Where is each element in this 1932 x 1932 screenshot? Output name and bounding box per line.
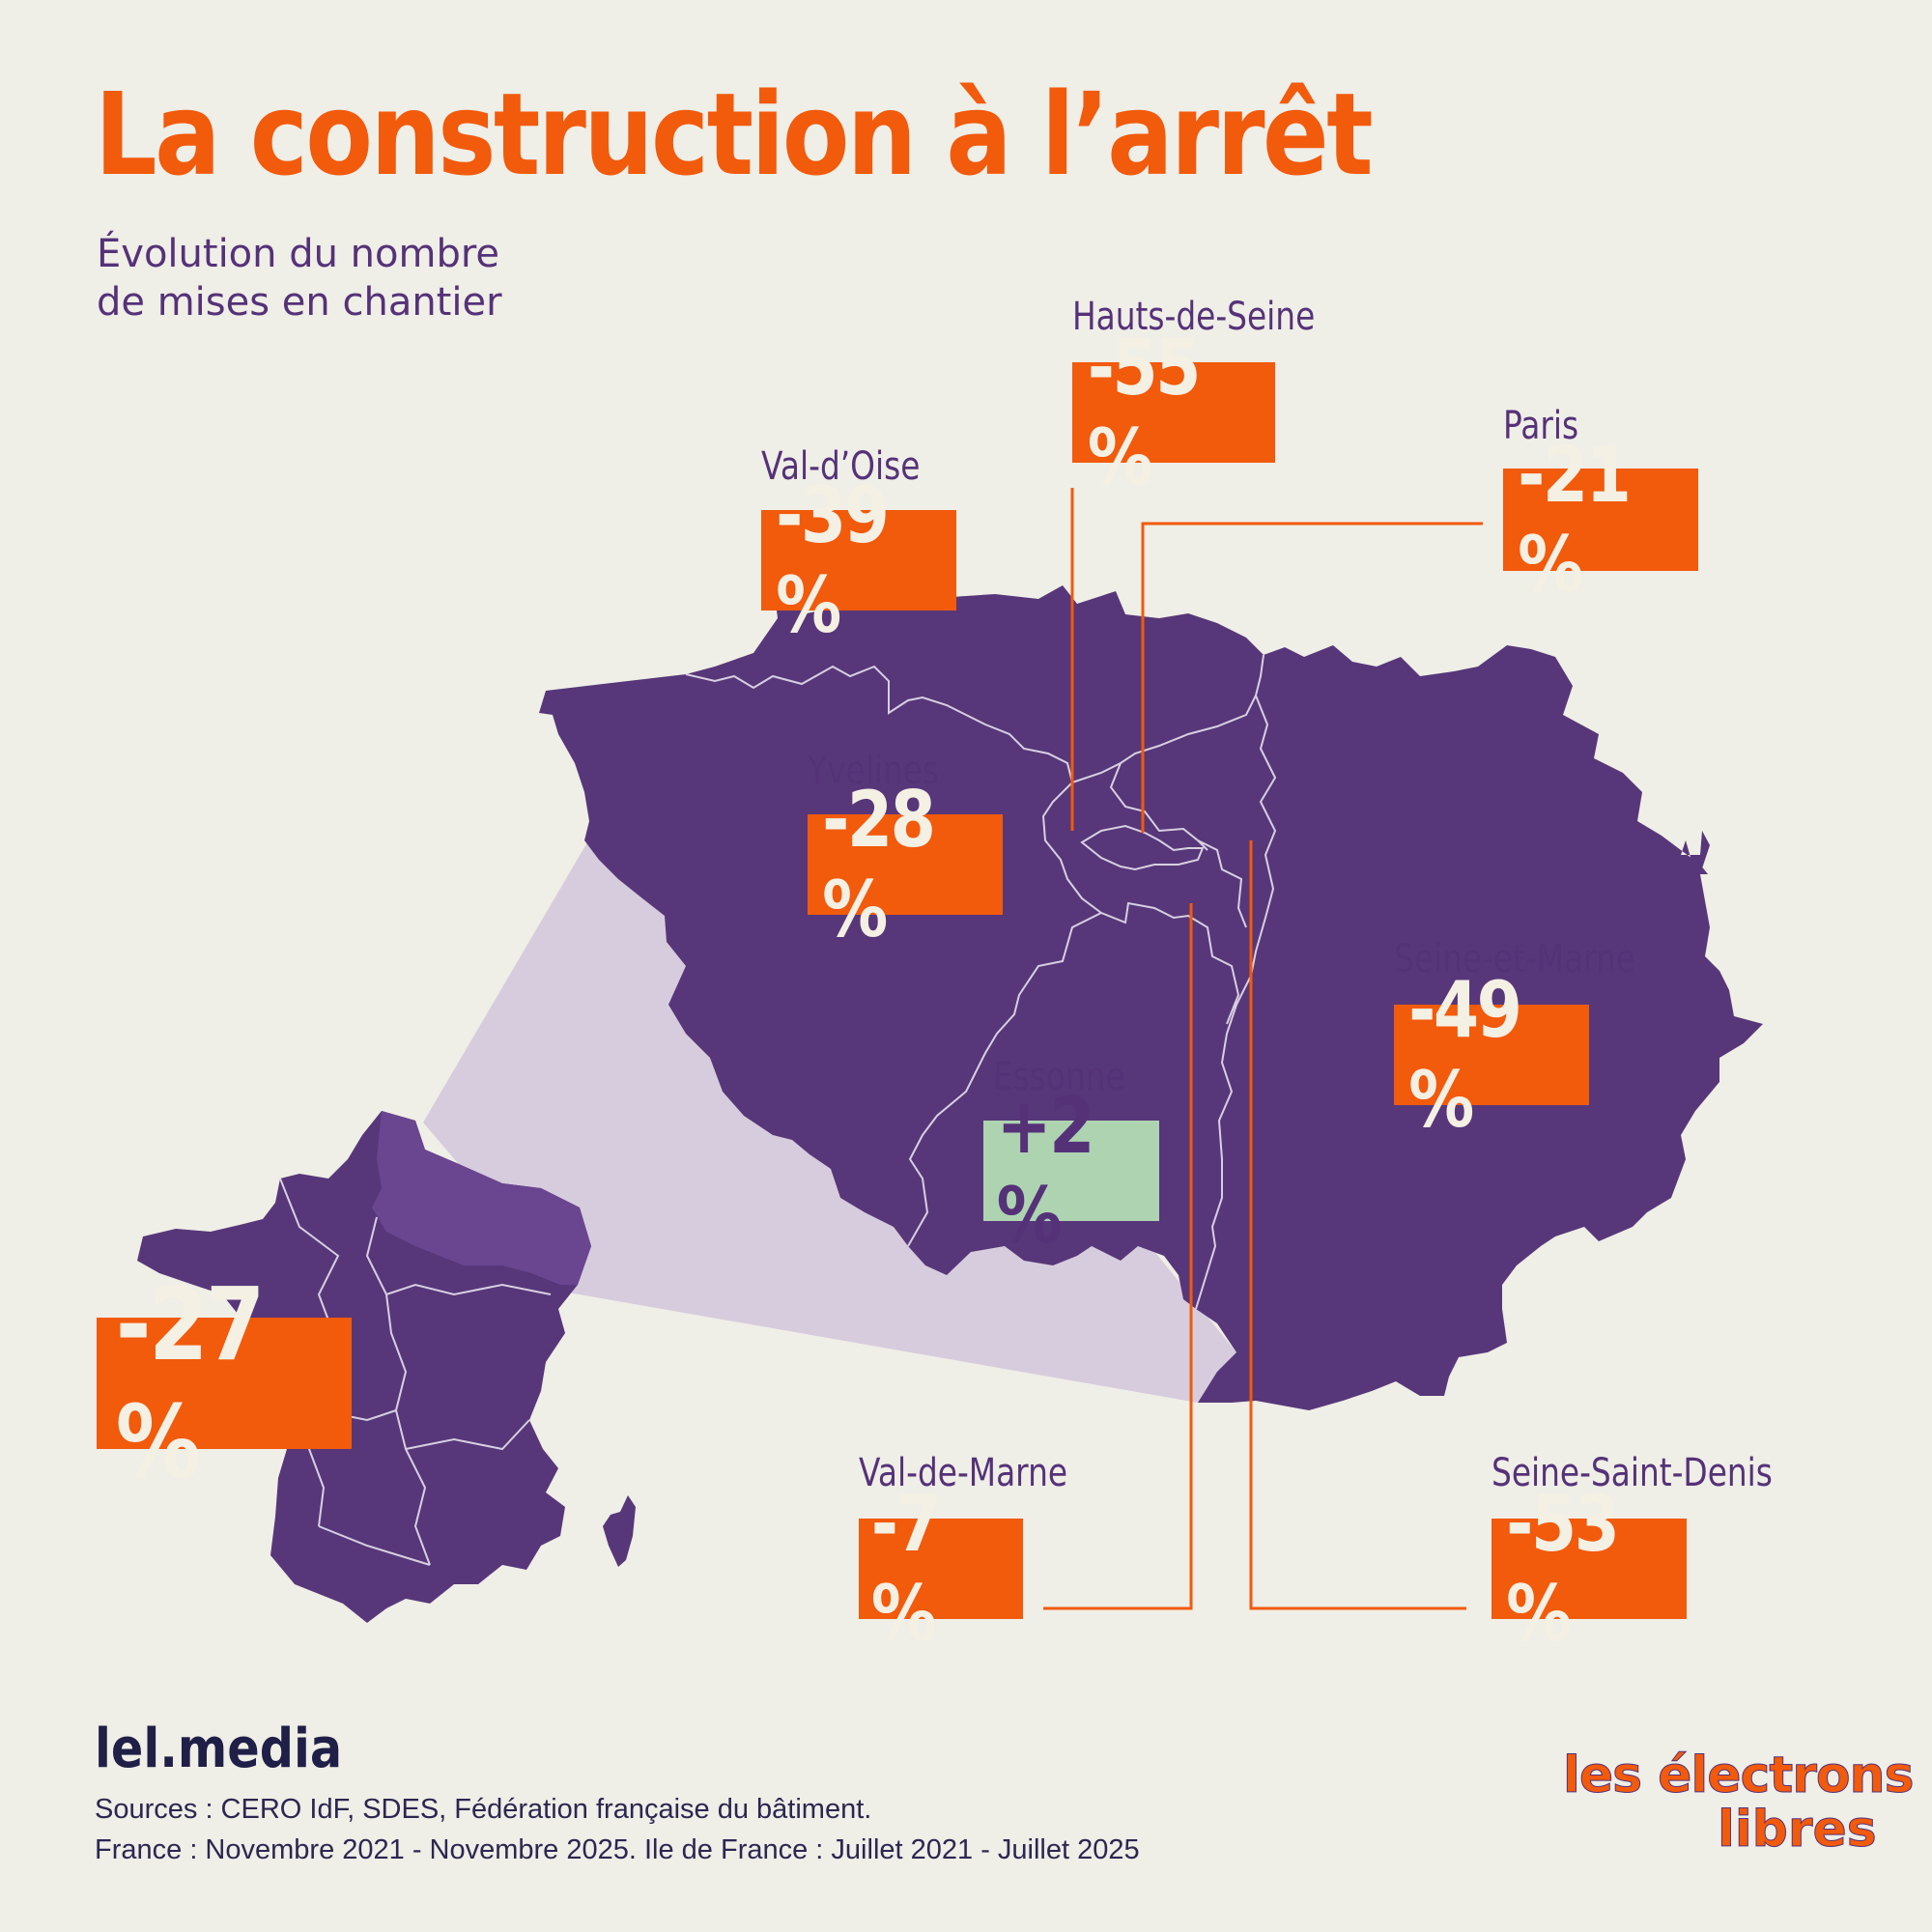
label-seine-saint-denis: Seine-Saint-Denis [1492, 1451, 1773, 1495]
ile-de-france-map [539, 580, 1763, 1410]
badge-france: -27 % [97, 1265, 352, 1501]
page-title: La construction à l’arrêt [95, 68, 1374, 201]
periods-text: France : Novembre 2021 - Novembre 2025. … [95, 1834, 1140, 1865]
subtitle: Évolution du nombre de mises en chantier [97, 230, 599, 327]
value-yvelines: -28 % [822, 775, 936, 954]
badge-hauts-de-seine: -55 % [1072, 323, 1275, 502]
value-val-d-oise: -39 % [776, 470, 890, 650]
paris-basin-highlight [372, 1111, 591, 1285]
badge-paris: -21 % [1503, 430, 1698, 610]
value-val-de-marne: -7 % [870, 1479, 942, 1659]
badge-essonne: +2 % [983, 1081, 1159, 1261]
badge-yvelines: -28 % [808, 775, 1003, 954]
value-essonne: +2 % [996, 1081, 1095, 1261]
leader-val-de-marne [1043, 903, 1193, 1610]
france-map [137, 1111, 636, 1623]
paris-border [1080, 824, 1205, 871]
badge-val-de-marne: -7 % [859, 1479, 1023, 1659]
sources-text: Sources : CERO IdF, SDES, Fédération fra… [95, 1794, 872, 1825]
badge-seine-et-marne: -49 % [1394, 965, 1589, 1145]
subtitle-line-1: Évolution du nombre [97, 232, 500, 276]
badge-val-d-oise: -39 % [761, 470, 956, 650]
label-seine-et-marne: Seine-et-Marne [1394, 937, 1636, 981]
logo-line-2: libres [1718, 1801, 1878, 1860]
idf-shape [539, 580, 1763, 1410]
leader-paris [1141, 522, 1483, 833]
value-seine-saint-denis: -53 % [1506, 1479, 1620, 1659]
value-france: -27 % [115, 1265, 266, 1501]
label-hauts-de-seine: Hauts-de-Seine [1072, 295, 1316, 339]
value-hauts-de-seine: -55 % [1087, 323, 1202, 502]
leader-seine-saint-denis [1249, 840, 1466, 1610]
subtitle-line-2: de mises en chantier [97, 280, 502, 325]
logo-line-1: les électrons [1563, 1747, 1916, 1805]
label-val-d-oise: Val-d’Oise [761, 444, 921, 489]
value-paris: -21 % [1518, 430, 1632, 610]
corsica-shape [603, 1495, 636, 1567]
label-yvelines: Yvelines [808, 749, 939, 793]
publisher-logo: les électrons libres [1563, 1747, 1916, 1862]
label-paris: Paris [1503, 404, 1579, 448]
label-val-de-marne: Val-de-Marne [859, 1451, 1068, 1495]
leader-lines [1043, 488, 1483, 1610]
value-seine-et-marne: -49 % [1408, 965, 1522, 1145]
brand-name[interactable]: lel.media [95, 1718, 343, 1780]
badge-seine-saint-denis: -53 % [1492, 1479, 1687, 1659]
label-essonne: Essonne [993, 1055, 1125, 1099]
